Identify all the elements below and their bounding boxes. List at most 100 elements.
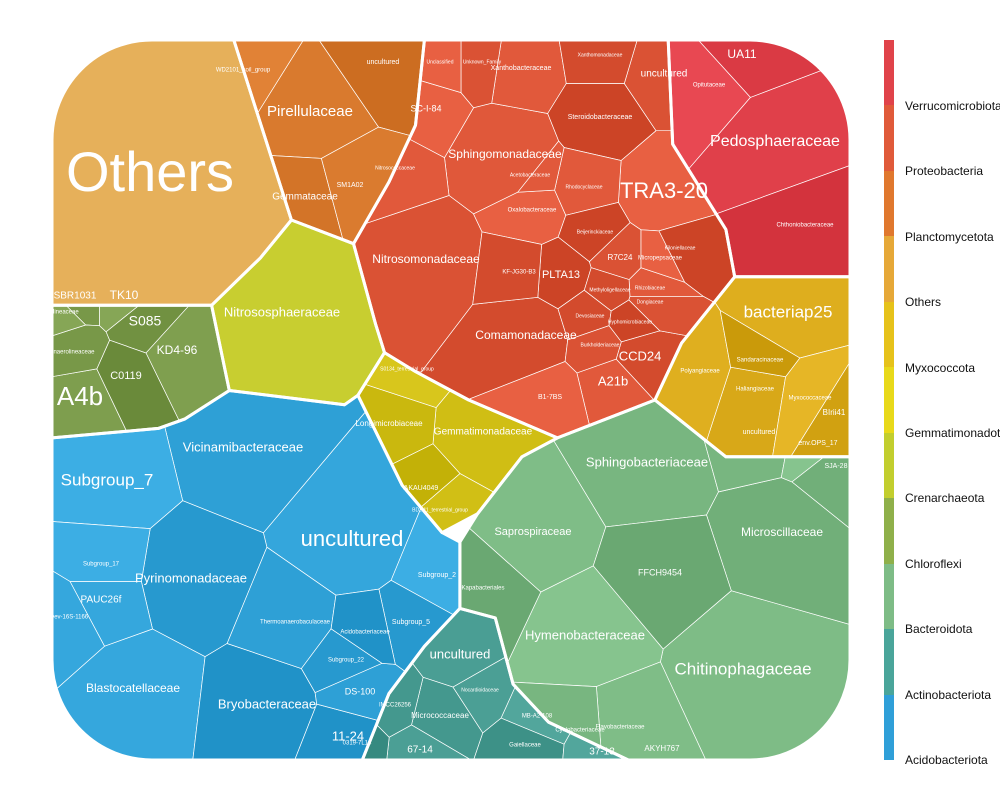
family-label: AKAU4049 — [404, 485, 439, 492]
family-label: C0119 — [110, 370, 142, 382]
family-label: SC-I-84 — [410, 103, 441, 113]
family-label: KF-JG30-B3 — [502, 270, 536, 276]
family-label: Saprospiraceae — [494, 526, 571, 538]
family-label: Bryobacteraceae — [218, 696, 316, 711]
family-label: S0134_terrestrial_group — [380, 366, 434, 372]
legend-label: Proteobacteria — [905, 164, 984, 179]
legend-swatch — [884, 40, 894, 106]
family-label: uncultured — [430, 646, 491, 661]
family-label: Unclassified — [427, 59, 454, 65]
family-label: Subgroup_7 — [61, 470, 154, 489]
family-label: KD4-96 — [157, 343, 198, 357]
family-label: SBR1031 — [54, 291, 97, 302]
family-label: Nitrososphaeraceae — [224, 304, 340, 319]
treemap-outline — [50, 38, 852, 762]
family-label: PLTA13 — [542, 269, 580, 281]
family-label: Blastocatellaceae — [86, 681, 180, 695]
legend-swatch — [884, 498, 894, 565]
family-label: 37-13 — [589, 747, 615, 758]
legend-label: Crenarchaeota — [905, 491, 985, 506]
family-label: Chthoniobacteraceae — [776, 223, 834, 229]
family-label: Others — [66, 140, 234, 203]
family-label: Methyloligellaceae — [589, 287, 630, 293]
family-label: BIrii41 — [823, 408, 846, 417]
legend-swatch — [884, 694, 894, 761]
family-label: Myxococcaceae — [788, 396, 832, 402]
family-label: DS-100 — [345, 686, 376, 696]
family-label: Gaiellaceae — [509, 743, 541, 749]
family-cell-anaerolineaceae — [52, 324, 110, 378]
family-label: SJA-28 — [825, 463, 848, 470]
family-label: Nocardioidaceae — [461, 687, 499, 693]
family-label: Haliangiaceae — [736, 387, 775, 393]
family-label: uncultured — [301, 526, 404, 551]
family-label: Longimicrobiaceae — [355, 419, 423, 428]
family-label: uncultured — [367, 59, 400, 66]
family-label: Rhodocyclaceae — [566, 184, 603, 190]
family-label: env.OPS_17 — [798, 440, 837, 447]
family-label: Cyclobacteriaceae — [555, 728, 605, 734]
family-label: Micropepsaceae — [638, 256, 683, 262]
family-cell-beijerinckiaceae — [557, 201, 631, 263]
family-label: Pirellulaceae — [267, 103, 353, 120]
family-label: Xanthobacteraceae — [491, 65, 552, 72]
family-label: Subgroup_5 — [392, 619, 430, 626]
family-label: MB-A2-108 — [522, 714, 553, 720]
family-label: BD2-11_terrestrial_group — [412, 507, 468, 513]
legend-label: Acidobacteriota — [905, 753, 988, 767]
family-label: Xanthomonadaceae — [578, 52, 623, 58]
legend-swatch — [884, 170, 894, 237]
family-label: A4b — [57, 381, 103, 411]
legend-label: Myxococcota — [905, 360, 976, 375]
family-label: Burkholderiaceae — [581, 342, 620, 348]
family-label: Caldilineaceae — [39, 310, 79, 316]
family-cell-ffch9454 — [592, 514, 732, 650]
family-label: Dev-16S-1166 — [50, 615, 89, 621]
family-label: Polyangiaceae — [680, 369, 720, 375]
family-label: S085 — [129, 313, 162, 329]
family-label: uncultured — [641, 69, 688, 80]
family-label: Rhizobiaceae — [635, 285, 666, 291]
family-label: Subgroup_2 — [418, 572, 456, 579]
phylum-border-actinobacteriota — [360, 606, 630, 760]
legend-label: Chloroflexi — [905, 556, 962, 571]
legend-swatch — [884, 105, 894, 172]
family-label: Nitrosococcaceae — [375, 165, 415, 171]
legend-swatch — [884, 629, 894, 696]
family-label: Sandaracinaceae — [737, 358, 784, 364]
family-cell-micropepsaceae — [640, 229, 686, 283]
family-label: Microscillaceae — [741, 525, 823, 539]
family-label: Micrococcaceae — [411, 711, 469, 720]
family-label: Anaerolineaceae — [49, 350, 95, 356]
family-label: Opitutaceae — [693, 83, 726, 89]
family-label: WD2101_soil_group — [216, 68, 271, 74]
family-label: Acetobacteraceae — [510, 172, 551, 178]
family-label: Sphingobacteriaceae — [586, 454, 708, 469]
legend-label: Bacteroidota — [905, 622, 973, 637]
family-label: Subgroup_22 — [328, 658, 365, 664]
family-label: TK10 — [110, 288, 139, 302]
family-cell-rhodocyclaceae — [554, 147, 622, 216]
family-label: 0319-7L14 — [343, 741, 372, 747]
family-label: Oxalobacteraceae — [508, 208, 557, 214]
legend-swatch — [884, 236, 894, 303]
family-label: Hyphomicrobiaceae — [608, 319, 652, 325]
legend-swatch — [884, 432, 894, 499]
family-label: TRA3-20 — [620, 178, 708, 203]
legend-swatch — [884, 563, 894, 630]
family-cell-kf-jg30-b3 — [472, 231, 542, 305]
family-label: bacteriap25 — [744, 302, 833, 321]
family-label: Devosiaceae — [576, 313, 605, 319]
family-label: Gemmatimonadaceae — [434, 427, 533, 438]
family-label: 11-24 — [332, 728, 364, 743]
family-label: Kiloniellaceae — [665, 245, 696, 251]
legend-color-bar — [884, 40, 894, 761]
family-label: Pyrinomonadaceae — [135, 570, 247, 585]
family-label: Vicinamibacteraceae — [183, 439, 303, 454]
family-cell-acidobacteriaceae — [330, 588, 396, 665]
family-cell-xanthomonadaceae — [558, 40, 638, 84]
family-label: Beijerinckiaceae — [577, 229, 614, 235]
family-label: Hymenobacteraceae — [525, 627, 645, 642]
family-label: Gemmataceae — [272, 192, 338, 203]
family-label: Kapabacteriales — [461, 586, 504, 592]
